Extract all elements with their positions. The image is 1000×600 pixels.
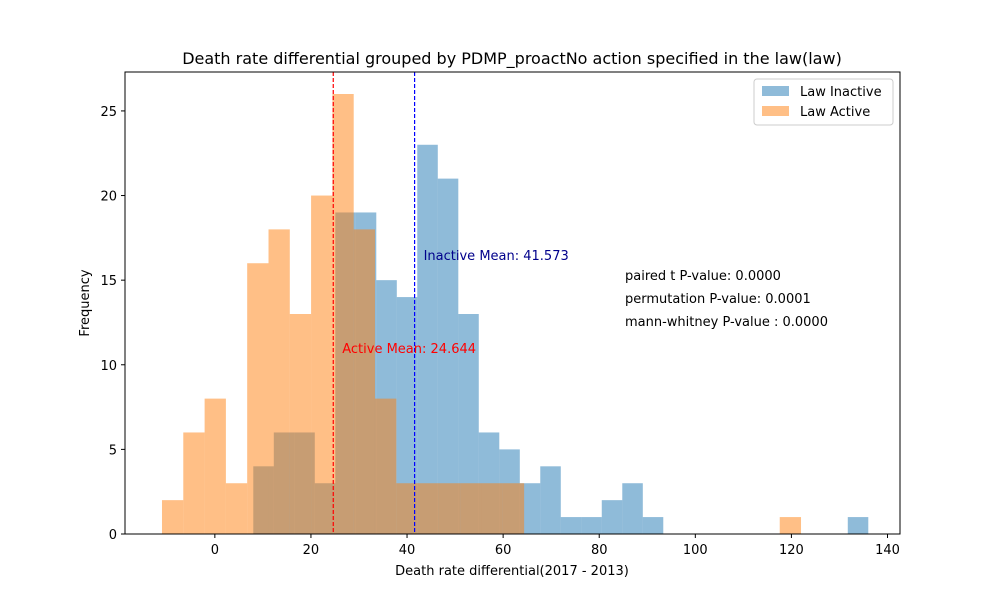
legend-label-law-active: Law Active	[800, 105, 870, 120]
bar-law-active	[225, 483, 248, 534]
bar-law-inactive	[601, 500, 623, 534]
plot-frame	[124, 71, 901, 535]
x-tick-label: 0	[211, 543, 219, 558]
stats-annotations: paired t P-value: 0.0000 permutation P-v…	[625, 269, 828, 330]
x-tick-label: 80	[591, 543, 608, 558]
x-tick-label: 100	[683, 543, 708, 558]
x-tick-label: 60	[495, 543, 512, 558]
bar-law-active	[417, 483, 439, 534]
bar-law-active	[289, 314, 312, 534]
y-tick-label: 10	[100, 359, 117, 374]
x-tick-label: 140	[875, 543, 900, 558]
bar-law-active	[247, 263, 269, 534]
bar-law-active	[268, 229, 290, 534]
y-tick-label: 20	[100, 190, 117, 205]
y-tick-label: 0	[109, 528, 117, 543]
x-axis-label: Death rate differential(2017 - 2013)	[395, 564, 629, 579]
bar-law-active	[502, 483, 525, 534]
bar-law-active	[779, 517, 802, 534]
bar-law-active	[311, 195, 333, 535]
bar-law-active	[183, 432, 205, 534]
y-tick-label: 15	[100, 274, 117, 289]
y-axis-label: Frequency	[78, 269, 93, 336]
legend-swatch-law-inactive	[762, 86, 789, 96]
bar-law-active	[396, 483, 418, 534]
bar-law-inactive	[560, 517, 582, 534]
bar-law-inactive	[519, 483, 541, 534]
bar-law-inactive	[458, 314, 479, 534]
bar-law-inactive	[847, 517, 869, 534]
bar-law-active	[332, 94, 354, 534]
mean-lines: Inactive Mean: 41.573 Active Mean: 24.644	[332, 72, 569, 534]
y-tick-label: 25	[100, 105, 117, 120]
paired-t-annotation: paired t P-value: 0.0000	[625, 269, 781, 284]
permutation-annotation: permutation P-value: 0.0001	[625, 292, 811, 307]
bar-law-inactive	[417, 144, 438, 534]
bar-law-inactive	[396, 297, 418, 534]
bar-law-active	[481, 483, 503, 534]
bar-law-active	[353, 229, 375, 534]
legend: Law Inactive Law Active	[753, 78, 894, 126]
active-mean-label: Active Mean: 24.644	[342, 342, 476, 357]
bar-law-inactive	[540, 466, 561, 534]
bar-law-active	[438, 483, 461, 534]
y-axis-ticks: 0 5 10 15 20 25	[100, 105, 125, 543]
bar-law-inactive	[437, 178, 459, 534]
bar-law-active	[161, 500, 184, 534]
inactive-mean-label: Inactive Mean: 41.573	[424, 249, 569, 264]
chart-title: Death rate differential grouped by PDMP_…	[182, 49, 842, 69]
x-tick-label: 120	[779, 543, 804, 558]
bar-law-active	[374, 398, 397, 534]
bar-law-inactive	[581, 517, 602, 534]
bar-law-inactive	[622, 483, 643, 534]
x-axis-ticks: 0 20 40 60 80 100 120 140	[211, 534, 900, 558]
x-tick-label: 40	[399, 543, 416, 558]
mann-whitney-annotation: mann-whitney P-value : 0.0000	[625, 315, 828, 330]
x-tick-label: 20	[303, 543, 320, 558]
bar-law-active	[204, 398, 226, 534]
legend-label-law-inactive: Law Inactive	[800, 85, 882, 100]
histogram-bars	[161, 94, 869, 535]
bar-law-active	[460, 483, 482, 534]
bar-law-inactive	[642, 517, 664, 534]
y-tick-label: 5	[109, 443, 117, 458]
legend-swatch-law-active	[762, 106, 789, 116]
